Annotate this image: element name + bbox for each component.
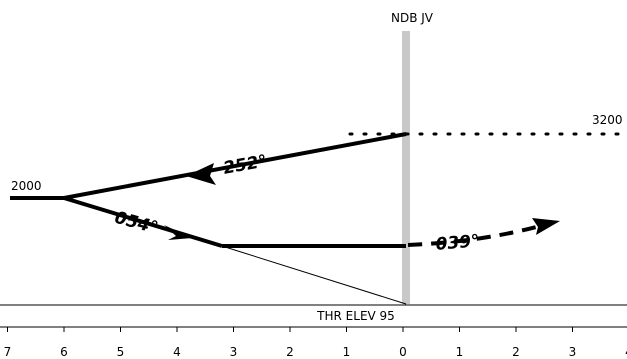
scale-tick-label: 2 (286, 345, 294, 359)
outbound-heading-label: 054° (112, 208, 160, 239)
outbound-arrow (164, 225, 192, 240)
scale-tick-label: 3 (230, 345, 238, 359)
threshold-elevation-label: THR ELEV 95 (316, 309, 395, 323)
scale-tick-label: 3 (569, 345, 577, 359)
inbound-arrow (186, 163, 216, 185)
scale-tick-label: 6 (60, 345, 68, 359)
scale-tick-label: 4 (625, 345, 627, 359)
initial-altitude-label: 2000 (11, 179, 42, 193)
missed-heading-label: 039° (435, 231, 481, 255)
ndb-label: NDB JV (391, 11, 434, 25)
outbound-track-line (63, 196, 223, 248)
descent-path-line (221, 245, 407, 305)
ndb-marker-bar (402, 31, 410, 304)
scale-tick-label: 7 (4, 345, 12, 359)
altitude-3200-label: 3200 (592, 113, 623, 127)
missed-approach-arrow (532, 218, 560, 235)
distance-scale: 7 6 5 4 3 2 1 0 1 2 3 4 (4, 327, 627, 359)
scale-tick-label: 1 (343, 345, 351, 359)
inbound-heading-label: 252° (222, 151, 269, 178)
scale-tick-label: 4 (173, 345, 181, 359)
missed-approach-path (407, 224, 541, 247)
inbound-track-line (63, 132, 407, 200)
scale-tick-label: 0 (399, 345, 407, 359)
scale-tick-label: 1 (456, 345, 464, 359)
scale-tick-label: 2 (512, 345, 520, 359)
scale-tick-label: 5 (117, 345, 125, 359)
